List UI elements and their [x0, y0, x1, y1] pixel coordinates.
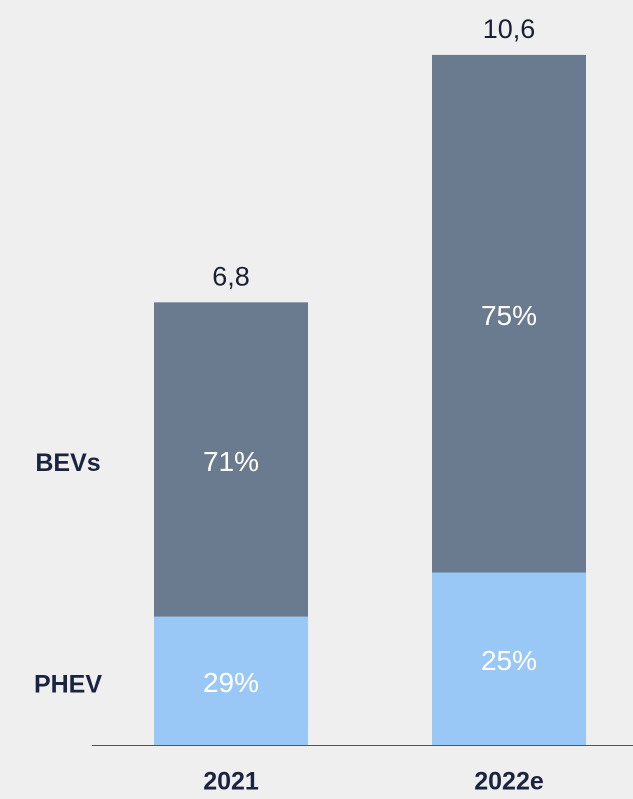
x-tick-label: 2022e — [474, 768, 544, 796]
value-label: 71% — [203, 446, 259, 477]
total-label: 6,8 — [212, 261, 250, 291]
total-label: 10,6 — [483, 14, 536, 44]
value-label: 25% — [481, 645, 537, 676]
bar-segment — [432, 54, 586, 573]
legend-label: PHEV — [34, 670, 102, 698]
value-label: 75% — [481, 300, 537, 331]
bar-segment — [432, 572, 586, 745]
legend-label: BEVs — [35, 449, 100, 477]
x-tick-label: 2021 — [203, 768, 259, 796]
bar-segment — [154, 616, 308, 745]
bar-segment — [154, 302, 308, 617]
value-label: 29% — [203, 667, 259, 698]
